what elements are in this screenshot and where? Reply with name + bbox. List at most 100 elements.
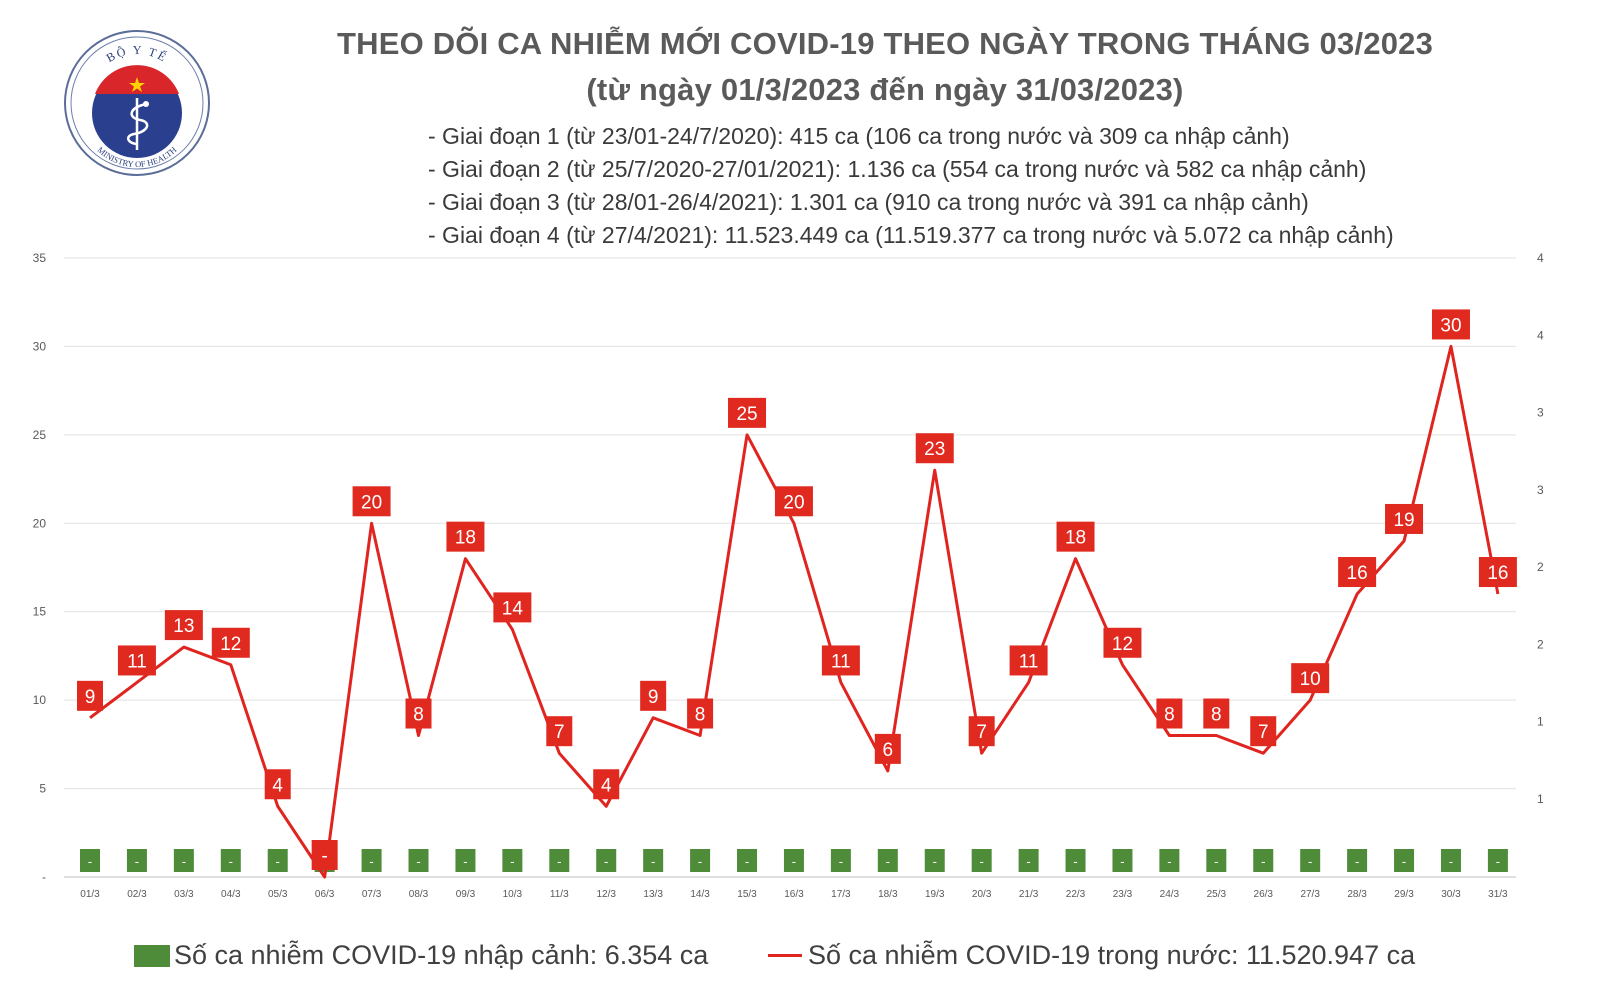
line-data-label: 8 (695, 705, 706, 726)
x-tick-label: 29/3 (1394, 889, 1414, 900)
y-right-tick-label: 4 (1537, 251, 1544, 265)
line-data-label: 9 (85, 687, 96, 708)
line-data-label-box (774, 486, 813, 517)
line-data-label-box (493, 592, 532, 623)
y-left-tick-label: 35 (33, 251, 47, 265)
bar-data-label: - (839, 854, 843, 869)
y-right-tick-label: 2 (1537, 560, 1544, 574)
line-data-label-box (915, 433, 954, 464)
bar-imported (126, 849, 147, 872)
line-data-label-box (405, 698, 432, 729)
bar-imported (1253, 849, 1274, 872)
bar-data-label: - (369, 854, 373, 869)
bar-imported (1440, 849, 1461, 872)
bar-imported (690, 849, 711, 872)
line-data-label-box (352, 486, 391, 517)
x-tick-label: 30/3 (1441, 889, 1461, 900)
line-data-label: 16 (1487, 563, 1508, 584)
line-data-label: 14 (502, 598, 524, 619)
x-tick-label: 28/3 (1347, 889, 1367, 900)
legend-imported-label: Số ca nhiễm COVID-19 nhập cảnh: 6.354 ca (174, 940, 709, 970)
bar-data-label: - (1402, 854, 1406, 869)
legend-domestic-cases: Số ca nhiễm COVID-19 trong nước: 11.520.… (768, 940, 1415, 971)
bar-imported (737, 849, 758, 872)
line-data-label: 6 (883, 740, 894, 761)
y-left-tick-label: 25 (33, 428, 47, 442)
bar-imported (408, 849, 429, 872)
legend-bar-swatch (134, 944, 170, 967)
line-data-label: 12 (1112, 634, 1133, 655)
bar-data-label: - (510, 854, 514, 869)
line-data-label-box (164, 610, 203, 641)
line-data-label: 7 (1258, 722, 1269, 743)
x-tick-label: 17/3 (831, 889, 851, 900)
chart-title: THEO DÕI CA NHIỄM MỚI COVID-19 THEO NGÀY… (336, 26, 1434, 61)
ministry-of-health-logo: BỘ Y TẾ MINISTRY OF HEALTH (64, 30, 210, 176)
line-data-label-box (1385, 503, 1424, 534)
line-data-label: - (321, 846, 327, 867)
bar-data-label: - (979, 854, 983, 869)
bar-imported (1347, 849, 1368, 872)
line-data-label-box (1156, 698, 1183, 729)
bar-imported (877, 849, 898, 872)
x-tick-label: 25/3 (1207, 889, 1227, 900)
line-data-label: 23 (924, 439, 945, 460)
bar-imported (830, 849, 851, 872)
line-data-label-box (546, 716, 573, 747)
bar-imported (596, 849, 617, 872)
x-tick-label: 27/3 (1300, 889, 1320, 900)
bar-data-label: - (1355, 854, 1359, 869)
x-tick-label: 10/3 (503, 889, 523, 900)
legend-line-swatch (768, 954, 802, 957)
line-data-label-box (687, 698, 714, 729)
phase-note-1: - Giai đoạn 1 (từ 23/01-24/7/2020): 415 … (428, 123, 1290, 149)
line-data-label-box (264, 769, 291, 800)
x-tick-label: 15/3 (737, 889, 757, 900)
x-tick-label: 19/3 (925, 889, 945, 900)
x-tick-label: 08/3 (409, 889, 429, 900)
x-tick-label: 21/3 (1019, 889, 1039, 900)
bar-data-label: - (1026, 854, 1030, 869)
chart-subtitle: (từ ngày 01/3/2023 đến ngày 31/03/2023) (586, 72, 1184, 107)
line-data-label-box (1009, 645, 1048, 676)
line-data-label: 25 (736, 404, 757, 425)
x-tick-label: 12/3 (596, 889, 616, 900)
line-data-label-box (1291, 663, 1330, 694)
phase-notes: - Giai đoạn 1 (từ 23/01-24/7/2020): 415 … (428, 120, 1394, 252)
line-data-label: 4 (272, 775, 283, 796)
bar-imported (1018, 849, 1039, 872)
phase-note-4: - Giai đoạn 4 (từ 27/4/2021): 11.523.449… (428, 222, 1394, 248)
y-left-tick-label: 20 (33, 516, 47, 530)
x-tick-label: 09/3 (456, 889, 476, 900)
bar-data-label: - (416, 854, 420, 869)
y-right-tick-label: 3 (1537, 406, 1544, 420)
x-tick-label: 18/3 (878, 889, 898, 900)
line-data-label: 16 (1347, 563, 1368, 584)
line-data-label: 30 (1440, 315, 1461, 336)
line-data-label: 12 (220, 634, 241, 655)
bar-data-label: - (276, 854, 280, 869)
x-tick-label: 13/3 (643, 889, 663, 900)
legend-domestic-label: Số ca nhiễm COVID-19 trong nước: 11.520.… (808, 940, 1416, 970)
bar-data-label: - (886, 854, 890, 869)
line-data-label-box (593, 769, 620, 800)
line-data-label-box (77, 680, 103, 711)
bar-imported (643, 849, 664, 872)
bar-imported (971, 849, 992, 872)
line-data-label-box (1431, 309, 1470, 340)
phase-note-3: - Giai đoạn 3 (từ 28/01-26/4/2021): 1.30… (428, 189, 1309, 215)
x-tick-label: 11/3 (550, 889, 569, 900)
bar-imported (1159, 849, 1180, 872)
line-data-label-box (1250, 716, 1277, 747)
x-tick-label: 26/3 (1254, 889, 1274, 900)
line-data-label-box (211, 627, 250, 658)
x-tick-label: 04/3 (221, 889, 241, 900)
bar-data-label: - (1167, 854, 1171, 869)
bar-imported (220, 849, 241, 872)
y-left-tick-label: 30 (33, 339, 47, 353)
line-data-label-box (968, 716, 995, 747)
bar-imported (80, 849, 100, 872)
line-data-label: 20 (361, 492, 382, 513)
line-data-label-box (117, 645, 156, 676)
x-tick-label: 23/3 (1113, 889, 1133, 900)
